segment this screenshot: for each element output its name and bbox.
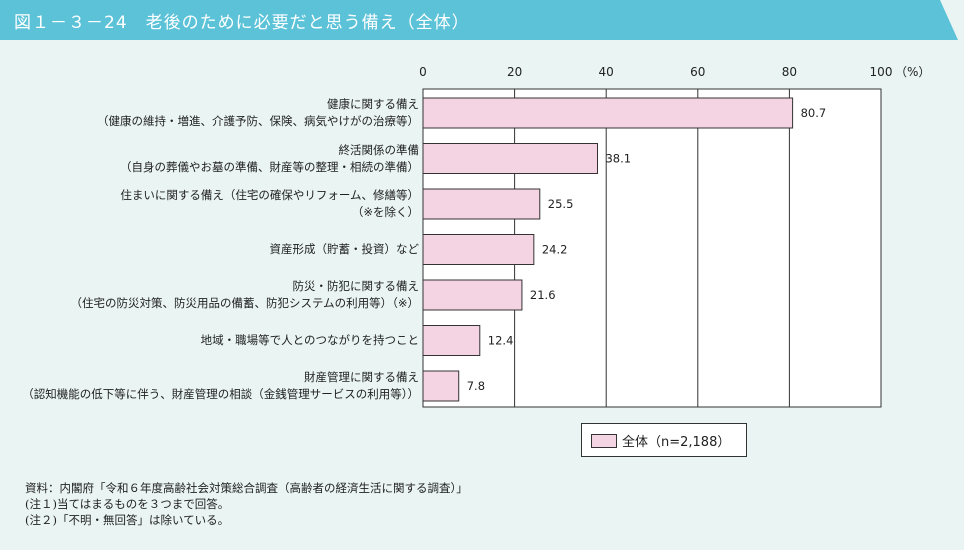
category-line1: 資産形成（貯蓄・投資）など [269,241,420,256]
bar [422,370,460,402]
category-line1: 地域・職場等で人とのつながりを持つこと [200,332,419,347]
x-tick-label: 80 [782,65,797,79]
x-tick-label: 60 [690,65,705,79]
data-label: 21.6 [530,288,556,302]
category-label: 終活関係の準備 （自身の葬儀やお墓の準備、財産等の整理・相続の準備） [120,142,419,176]
category-line2: （※を除く） [351,205,419,219]
category-line1: 健康に関する備え [327,97,419,111]
note-2: (注２)「不明・無回答」は除いている。 [25,513,230,527]
note-1: (注１)当てはまるものを３つまで回答。 [25,497,230,511]
category-line1: 財産管理に関する備え [304,370,419,384]
x-tick-label: 20 [507,65,522,79]
category-label: 地域・職場等で人とのつながりを持つこと [201,332,419,349]
legend: 全体（n=2,188） [581,423,747,457]
bar [422,143,598,174]
bar [422,188,541,220]
category-line1: 防災・防犯に関する備え [292,279,420,293]
category-line2: （住宅の防災対策、防災用品の備蓄、防犯システムの利用等）（※） [70,296,419,310]
category-line1: 住まいに関する備え（住宅の確保やリフォーム、修繕等） [120,188,419,202]
x-tick-label: 100 [870,65,893,79]
data-label: 38.1 [605,152,631,166]
data-label: 24.2 [542,243,568,257]
category-label: 防災・防犯に関する備え （住宅の防災対策、防災用品の備蓄、防犯システムの利用等）（… [70,278,419,312]
source-note: 資料：内閣府「令和６年度高齢社会対策総合調査（高齢者の経済生活に関する調査）」 [25,481,468,495]
data-label: 80.7 [801,106,827,120]
data-label: 7.8 [467,379,485,393]
x-unit-label: （%） [895,65,930,79]
category-line2: （認知機能の低下等に伴う、財産管理の相談（金銭管理サービスの利用等）） [22,387,419,401]
bar [422,279,523,311]
category-line2: （自身の葬儀やお墓の準備、財産等の整理・相続の準備） [120,159,419,174]
notes: 資料：内閣府「令和６年度高齢社会対策総合調査（高齢者の経済生活に関する調査）」 … [25,480,468,528]
category-line2: （健康の維持・増進、介護予防、保険、病気やけがの治療等） [97,114,419,128]
data-label: 12.4 [488,334,514,348]
category-label: 財産管理に関する備え （認知機能の低下等に伴う、財産管理の相談（金銭管理サービスの… [22,369,419,403]
category-label: 資産形成（貯蓄・投資）など [270,241,420,258]
bar [422,97,794,129]
x-tick-label: 0 [419,65,427,79]
category-label: 住まいに関する備え（住宅の確保やリフォーム、修繕等） （※を除く） [120,187,419,221]
data-label: 25.5 [548,197,574,211]
bar [422,234,535,265]
category-label: 健康に関する備え （健康の維持・増進、介護予防、保険、病気やけがの治療等） [97,96,419,130]
x-tick-label: 40 [599,65,614,79]
bar [422,325,481,356]
chart-title: 図１－３－24 老後のために必要だと思う備え（全体） [14,13,470,33]
category-line1: 終活関係の準備 [338,142,420,157]
header-bar [0,0,958,40]
legend-label: 全体（n=2,188） [622,435,731,450]
legend-swatch [591,434,617,448]
